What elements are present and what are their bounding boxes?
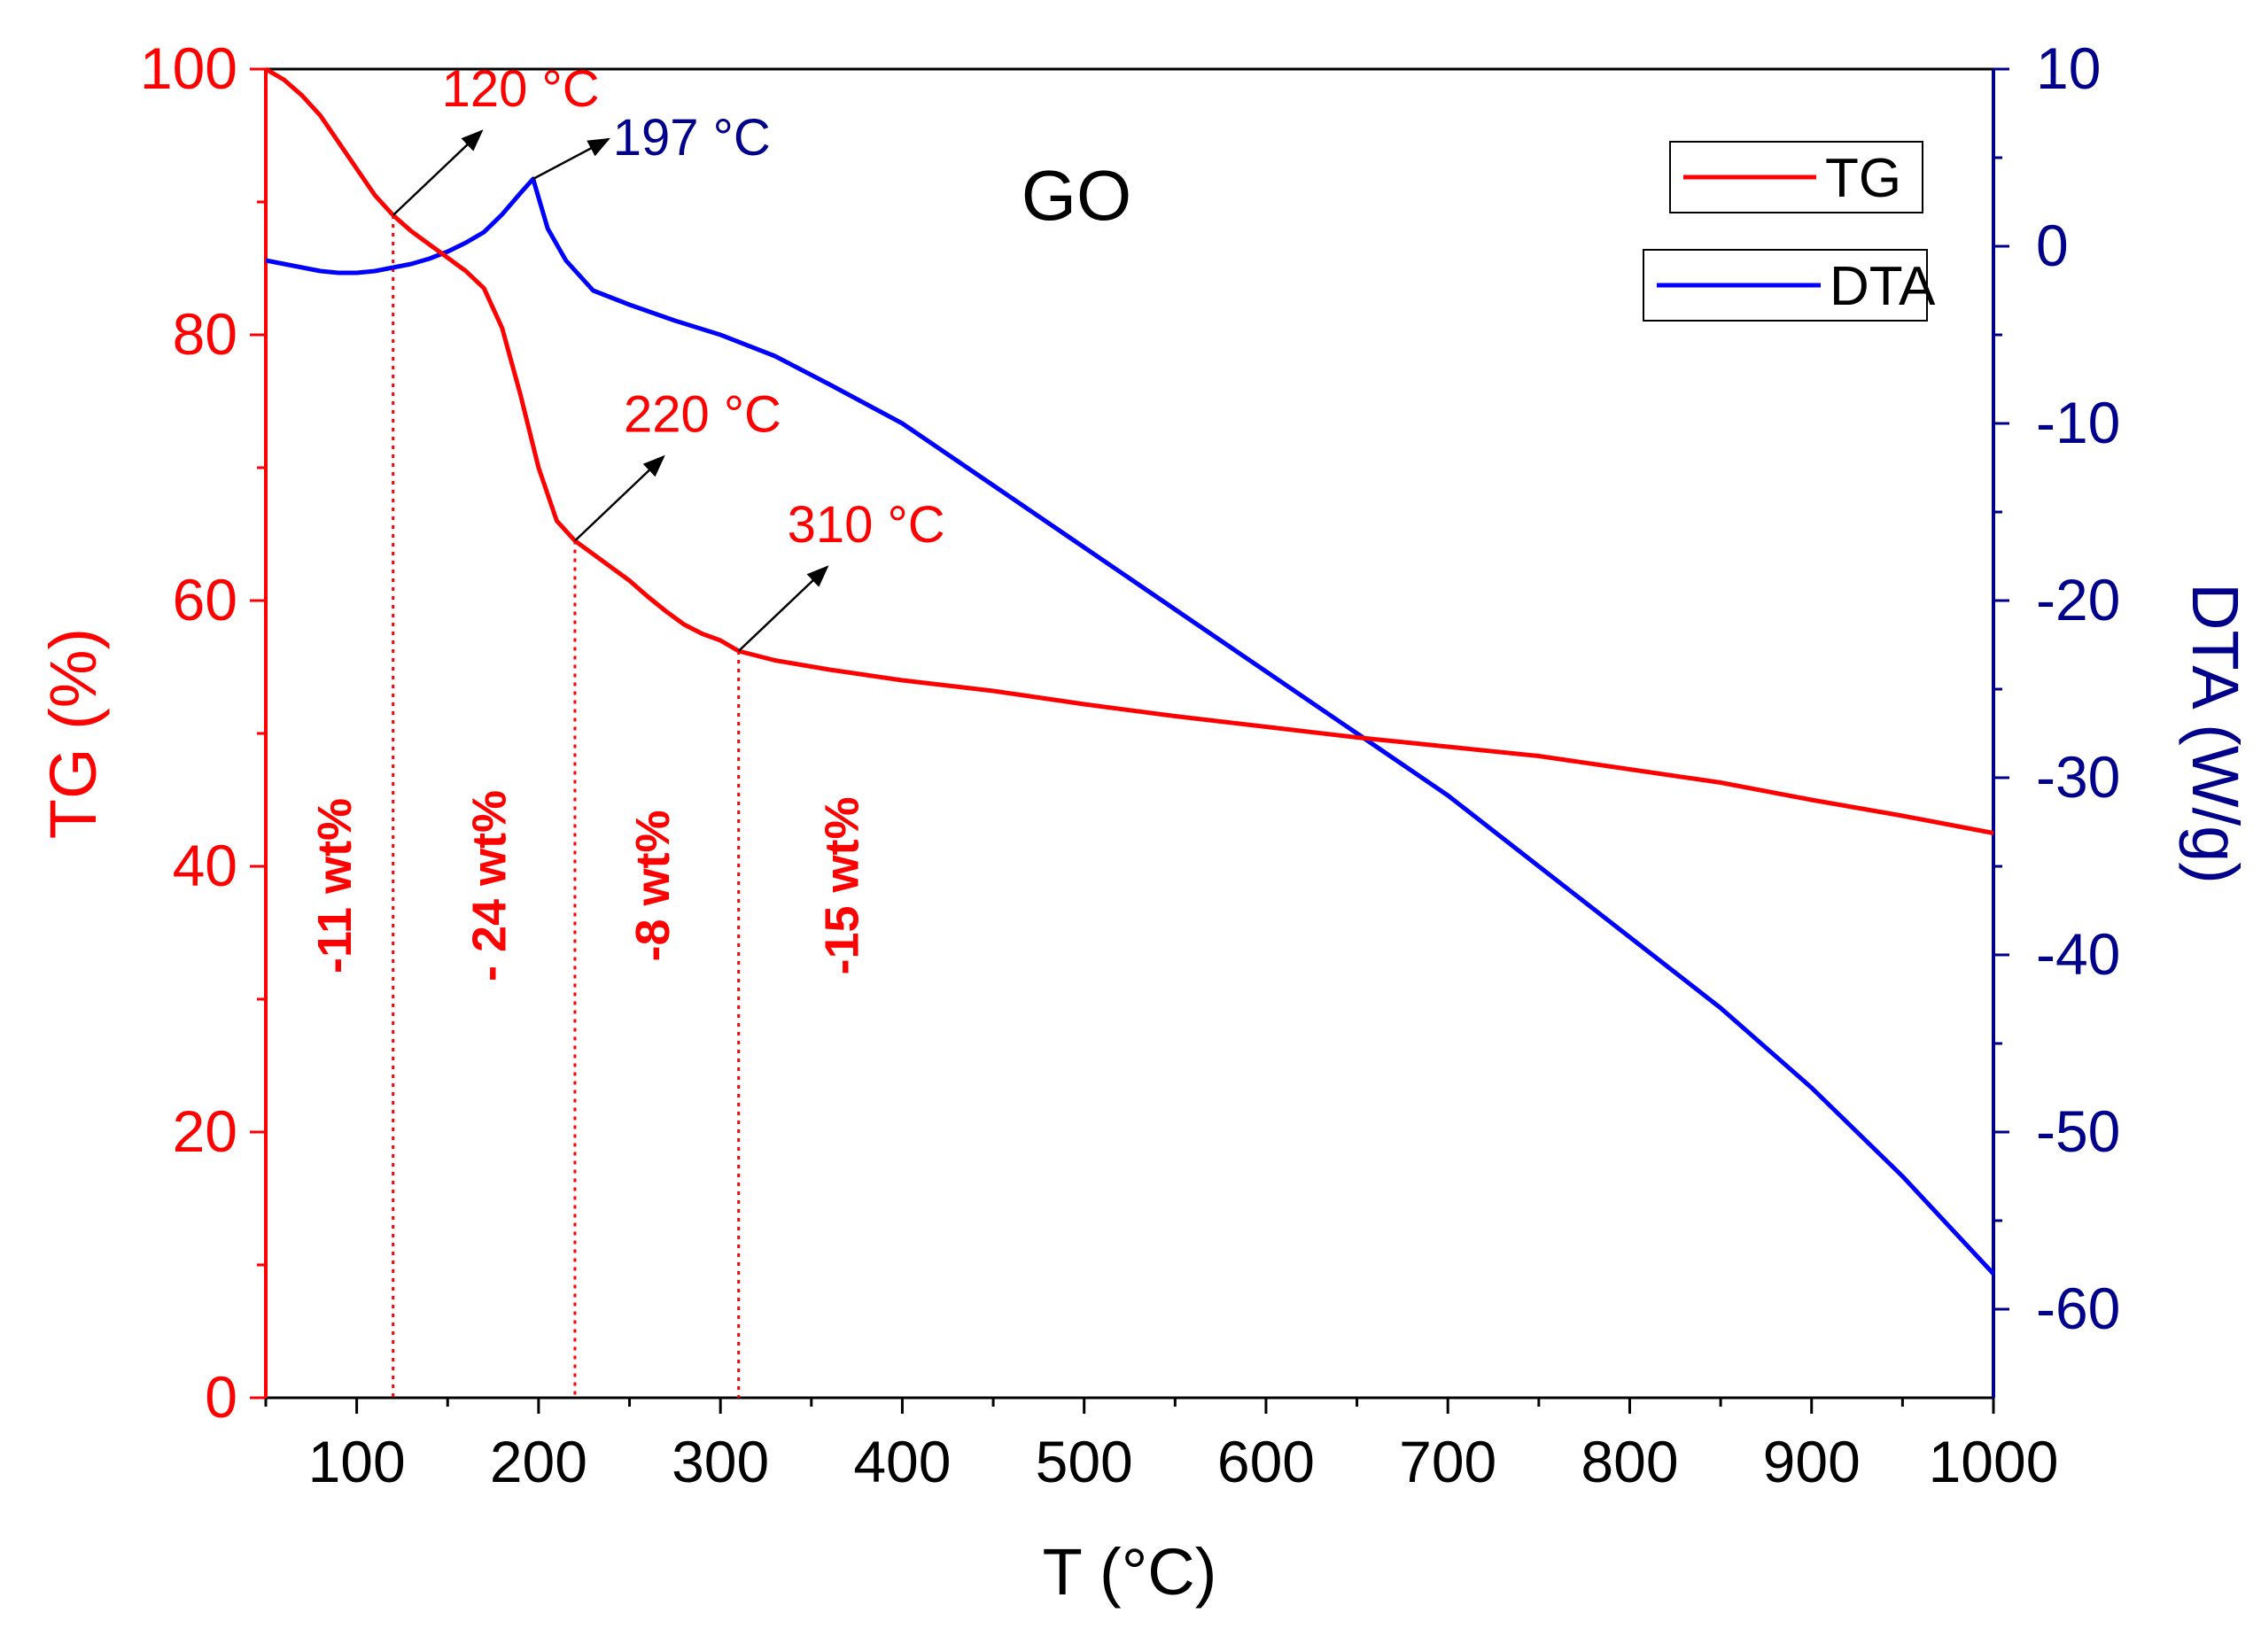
x-axis-title: T (°C) <box>1043 1535 1217 1609</box>
x-tick-label: 500 <box>1036 1429 1133 1494</box>
annotation-label: 220 °C <box>624 386 781 444</box>
x-tick-label: 100 <box>308 1429 406 1494</box>
y-left-axis-title: TG (%) <box>36 628 110 839</box>
y-right-tick-label: -40 <box>2036 921 2120 987</box>
x-tick-label: 1000 <box>1929 1429 2059 1494</box>
y-right-axis-title: DTA (W/g) <box>2179 583 2252 884</box>
mass-loss-label: - 24 wt% <box>462 790 516 981</box>
annotation-label: 120 °C <box>442 60 600 118</box>
x-tick-label: 400 <box>853 1429 951 1494</box>
y-right-tick-label: -20 <box>2036 567 2120 632</box>
x-tick-label: 600 <box>1217 1429 1315 1494</box>
annotation-arrow <box>737 565 829 652</box>
annotation-label: 310 °C <box>788 496 945 554</box>
y-left-tick-label: 20 <box>173 1098 237 1164</box>
annotation-arrow <box>574 454 665 542</box>
x-tick-label: 300 <box>672 1429 769 1494</box>
mass-loss-label: -15 wt% <box>816 796 869 974</box>
y-left-tick-label: 40 <box>173 833 237 898</box>
y-left-tick-label: 0 <box>205 1364 237 1430</box>
y-right-tick-label: -60 <box>2036 1276 2120 1341</box>
y-left-tick-label: 80 <box>173 301 237 367</box>
chart-title: GO <box>1022 156 1131 235</box>
x-tick-label: 800 <box>1581 1429 1678 1494</box>
y-right-tick-label: 10 <box>2036 35 2101 101</box>
y-right-tick-label: -30 <box>2036 744 2120 810</box>
y-right-tick-label: -50 <box>2036 1098 2120 1164</box>
mass-loss-label: -8 wt% <box>626 810 680 961</box>
mass-loss-label: -11 wt% <box>308 798 361 973</box>
y-left-tick-label: 60 <box>173 567 237 632</box>
x-tick-label: 700 <box>1399 1429 1496 1494</box>
y-left-tick-label: 100 <box>140 35 237 101</box>
legend-label-tg: TG <box>1825 148 1901 209</box>
x-tick-label: 200 <box>490 1429 587 1494</box>
dta-series-line <box>265 176 1995 1276</box>
x-tick-label: 900 <box>1763 1429 1861 1494</box>
legend-label-dta: DTA <box>1830 256 1936 317</box>
legend: TG DTA <box>1643 141 1936 322</box>
annotation-arrow <box>532 137 610 181</box>
annotation-arrow <box>392 129 484 216</box>
y-right-tick-label: -10 <box>2036 390 2120 455</box>
y-right-tick-label: 0 <box>2036 213 2069 278</box>
tg-series-line <box>264 66 1994 835</box>
annotation-label: 197 °C <box>613 109 771 167</box>
